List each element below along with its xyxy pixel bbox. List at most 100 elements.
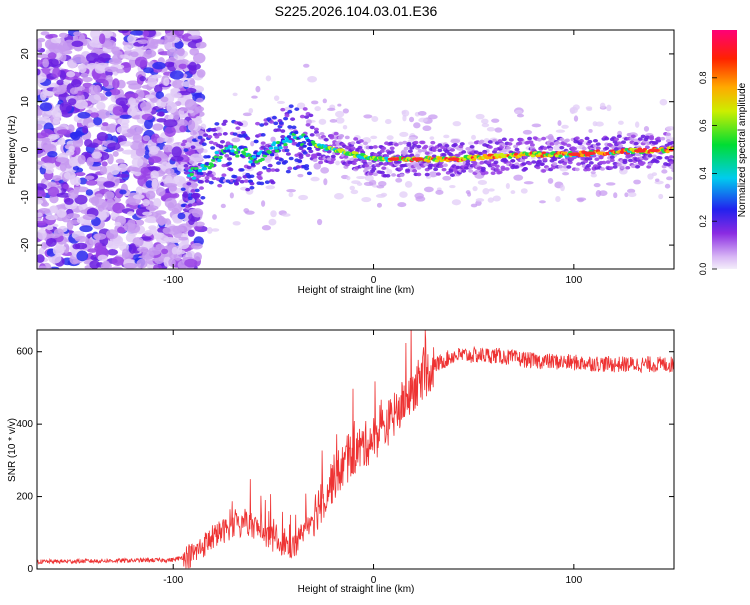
heatmap-cell — [414, 153, 420, 158]
heatmap-cell — [249, 185, 255, 190]
heatmap-cell — [52, 109, 63, 120]
figure-title: S225.2026.104.03.01.E36 — [275, 3, 438, 19]
heatmap-cell — [163, 119, 178, 128]
heatmap-cell — [521, 162, 527, 166]
heatmap-cell — [619, 165, 625, 170]
heatmap-cell — [93, 84, 101, 94]
heatmap-cell — [131, 92, 139, 99]
heatmap-cell — [37, 199, 44, 205]
heatmap-cell — [558, 154, 563, 158]
heatmap-cell — [68, 98, 77, 106]
heatmap-cell — [285, 152, 291, 156]
heatmap-cell — [668, 155, 674, 159]
heatmap-cell — [571, 146, 577, 151]
heatmap-cell — [278, 146, 283, 150]
heatmap-cell — [316, 218, 323, 226]
heatmap-cell — [250, 141, 255, 147]
heatmap-cell — [191, 202, 197, 207]
heatmap-cell — [399, 173, 405, 178]
heatmap-cell — [421, 148, 427, 153]
heatmap-cell — [450, 138, 461, 144]
heatmap-cell — [164, 126, 176, 137]
heatmap-cell — [37, 59, 43, 67]
heatmap-cell — [156, 112, 165, 117]
heatmap-cell — [514, 147, 520, 152]
heatmap-cell — [595, 121, 604, 127]
snr-y-label: SNR (10 * v/v) — [7, 418, 18, 482]
heatmap-cell — [153, 264, 163, 269]
heatmap-cell — [356, 175, 366, 180]
heatmap-cell — [608, 166, 614, 170]
heatmap-cell — [41, 162, 55, 170]
heatmap-cell — [219, 176, 225, 181]
heatmap-cell — [633, 179, 641, 185]
heatmap-cell — [531, 160, 537, 164]
heatmap-cell — [307, 146, 312, 151]
heatmap-cell — [583, 151, 596, 156]
heatmap-cell — [141, 113, 154, 121]
heatmap-cell — [64, 197, 74, 205]
heatmap-cell — [644, 135, 650, 140]
x-tick-label: 0 — [371, 575, 377, 586]
heatmap-cell — [162, 227, 172, 234]
heatmap-cell — [433, 167, 439, 172]
heatmap-cell — [232, 145, 238, 149]
heatmap-cell — [209, 163, 215, 168]
heatmap-cell — [665, 125, 674, 131]
heatmap-cell — [208, 173, 214, 178]
heatmap-cell — [104, 66, 119, 73]
heatmap-cell — [437, 148, 443, 153]
heatmap-cell — [37, 229, 47, 240]
heatmap-cell — [487, 140, 493, 144]
heatmap-cell — [54, 204, 68, 211]
heatmap-cell — [197, 169, 203, 173]
heatmap-cell — [262, 165, 268, 170]
heatmap-cell — [261, 200, 266, 207]
heatmap-cell — [170, 87, 181, 93]
y-tick-label: -20 — [20, 237, 31, 252]
heatmap-cell — [616, 134, 622, 139]
heatmap-cell — [664, 183, 671, 189]
heatmap-cell — [482, 149, 488, 154]
heatmap-cell — [195, 115, 202, 121]
heatmap-cell — [87, 122, 95, 128]
heatmap-cell — [198, 186, 204, 190]
heatmap-cell — [271, 115, 277, 120]
heatmap-cell — [155, 91, 165, 99]
heatmap-cell — [220, 203, 226, 209]
heatmap-cell — [276, 128, 282, 132]
heatmap-cell — [492, 195, 501, 202]
heatmap-cell — [52, 86, 66, 95]
heatmap-cell — [304, 115, 310, 119]
heatmap-cell — [567, 160, 573, 165]
heatmap-cell — [171, 246, 179, 255]
heatmap-cell — [89, 164, 103, 171]
heatmap-cell — [567, 152, 580, 157]
heatmap-cell — [207, 134, 213, 139]
heatmap-cell — [94, 242, 103, 250]
heatmap-cell — [69, 131, 79, 140]
heatmap-cell — [235, 154, 240, 158]
heatmap-cell — [398, 141, 404, 146]
heatmap-cell — [171, 92, 182, 99]
heatmap-cell — [219, 139, 225, 144]
heatmap-cell — [107, 142, 121, 151]
heatmap-cell — [189, 172, 194, 177]
heatmap-cell — [329, 119, 338, 123]
heatmap-cell — [417, 149, 423, 153]
heatmap-cell — [187, 196, 193, 201]
heatmap-cell — [393, 142, 399, 147]
heatmap-cell — [306, 171, 312, 176]
heatmap-cell — [186, 110, 194, 114]
heatmap-cell — [327, 107, 336, 111]
heatmap-cell — [555, 141, 561, 145]
heatmap-cell — [37, 68, 41, 76]
heatmap-cell — [529, 143, 535, 147]
heatmap-cell — [96, 177, 108, 182]
heatmap-cell — [130, 140, 143, 151]
heatmap-cell — [364, 175, 374, 182]
heatmap-cell — [601, 160, 607, 165]
heatmap-cell — [471, 134, 476, 140]
heatmap-cell — [665, 132, 671, 137]
heatmap-cell — [189, 160, 195, 164]
